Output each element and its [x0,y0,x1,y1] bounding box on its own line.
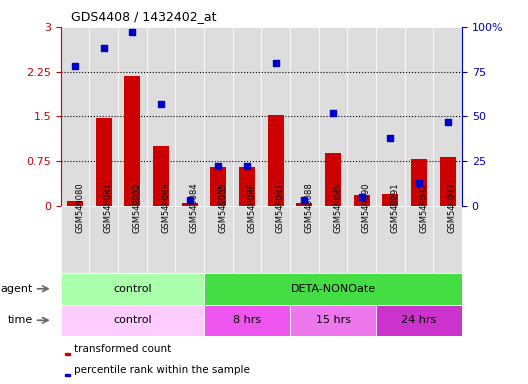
Text: agent: agent [0,284,33,294]
Text: GSM549080: GSM549080 [75,182,84,233]
Bar [261,27,290,206]
Bar [182,203,197,206]
Bar [440,157,456,206]
Point [214,163,223,169]
Bar [233,206,261,273]
Point [99,45,108,51]
Text: GSM549084: GSM549084 [190,182,199,233]
Point [243,163,251,169]
Bar [268,115,284,206]
Point [386,135,394,141]
Point [71,63,79,70]
Bar [153,146,169,206]
Bar [297,203,312,206]
Bar [67,201,83,206]
Bar [319,206,347,273]
Text: GSM549088: GSM549088 [304,182,313,233]
Bar [347,27,376,206]
Bar [233,27,261,206]
Text: time: time [7,315,33,325]
Text: GSM549091: GSM549091 [390,182,399,233]
Bar [404,27,433,206]
Point [185,197,194,204]
Bar [65,374,70,376]
Bar [65,353,70,354]
Bar [290,27,319,206]
Text: DETA-NONOate: DETA-NONOate [290,284,375,294]
Text: GDS4408 / 1432402_at: GDS4408 / 1432402_at [71,10,217,23]
Bar [89,206,118,273]
Text: GSM549081: GSM549081 [103,182,112,233]
Bar [239,167,255,206]
Bar [382,194,398,206]
Bar [433,27,462,206]
Text: 8 hrs: 8 hrs [233,315,261,325]
Bar [204,273,462,305]
Text: GSM549090: GSM549090 [362,182,371,233]
Text: transformed count: transformed count [74,344,171,354]
Bar [319,27,347,206]
Point [357,194,366,200]
Bar [204,27,233,206]
Bar [290,206,319,273]
Bar [89,27,118,206]
Bar [96,118,111,206]
Text: GSM549083: GSM549083 [161,182,170,233]
Bar [61,305,204,336]
Bar [404,206,433,273]
Text: GSM549086: GSM549086 [247,182,256,233]
Text: GSM549082: GSM549082 [133,182,142,233]
Bar [204,206,233,273]
Bar [290,305,376,336]
Text: control: control [113,284,152,294]
Point [415,179,423,185]
Point [444,119,452,125]
Bar [125,76,140,206]
Text: percentile rank within the sample: percentile rank within the sample [74,366,250,376]
Text: GSM549093: GSM549093 [448,182,457,233]
Bar [61,27,89,206]
Bar [347,206,376,273]
Point [329,110,337,116]
Bar [175,27,204,206]
Bar [433,206,462,273]
Bar [147,206,175,273]
Text: GSM549087: GSM549087 [276,182,285,233]
Text: GSM549092: GSM549092 [419,182,428,233]
Text: control: control [113,315,152,325]
Text: 24 hrs: 24 hrs [401,315,437,325]
Bar [411,159,427,206]
Text: GSM549089: GSM549089 [333,182,342,233]
Bar [376,206,404,273]
Point [157,101,165,107]
Point [300,197,308,204]
Point [128,29,137,35]
Bar [376,305,462,336]
Bar [354,195,370,206]
Text: GSM549085: GSM549085 [219,182,228,233]
Bar [204,305,290,336]
Bar [261,206,290,273]
Bar [325,153,341,206]
Bar [61,273,204,305]
Bar [147,27,175,206]
Bar [118,27,147,206]
Bar [211,167,226,206]
Point [271,60,280,66]
Bar [175,206,204,273]
Bar [376,27,404,206]
Bar [61,206,89,273]
Bar [118,206,147,273]
Text: 15 hrs: 15 hrs [316,315,351,325]
